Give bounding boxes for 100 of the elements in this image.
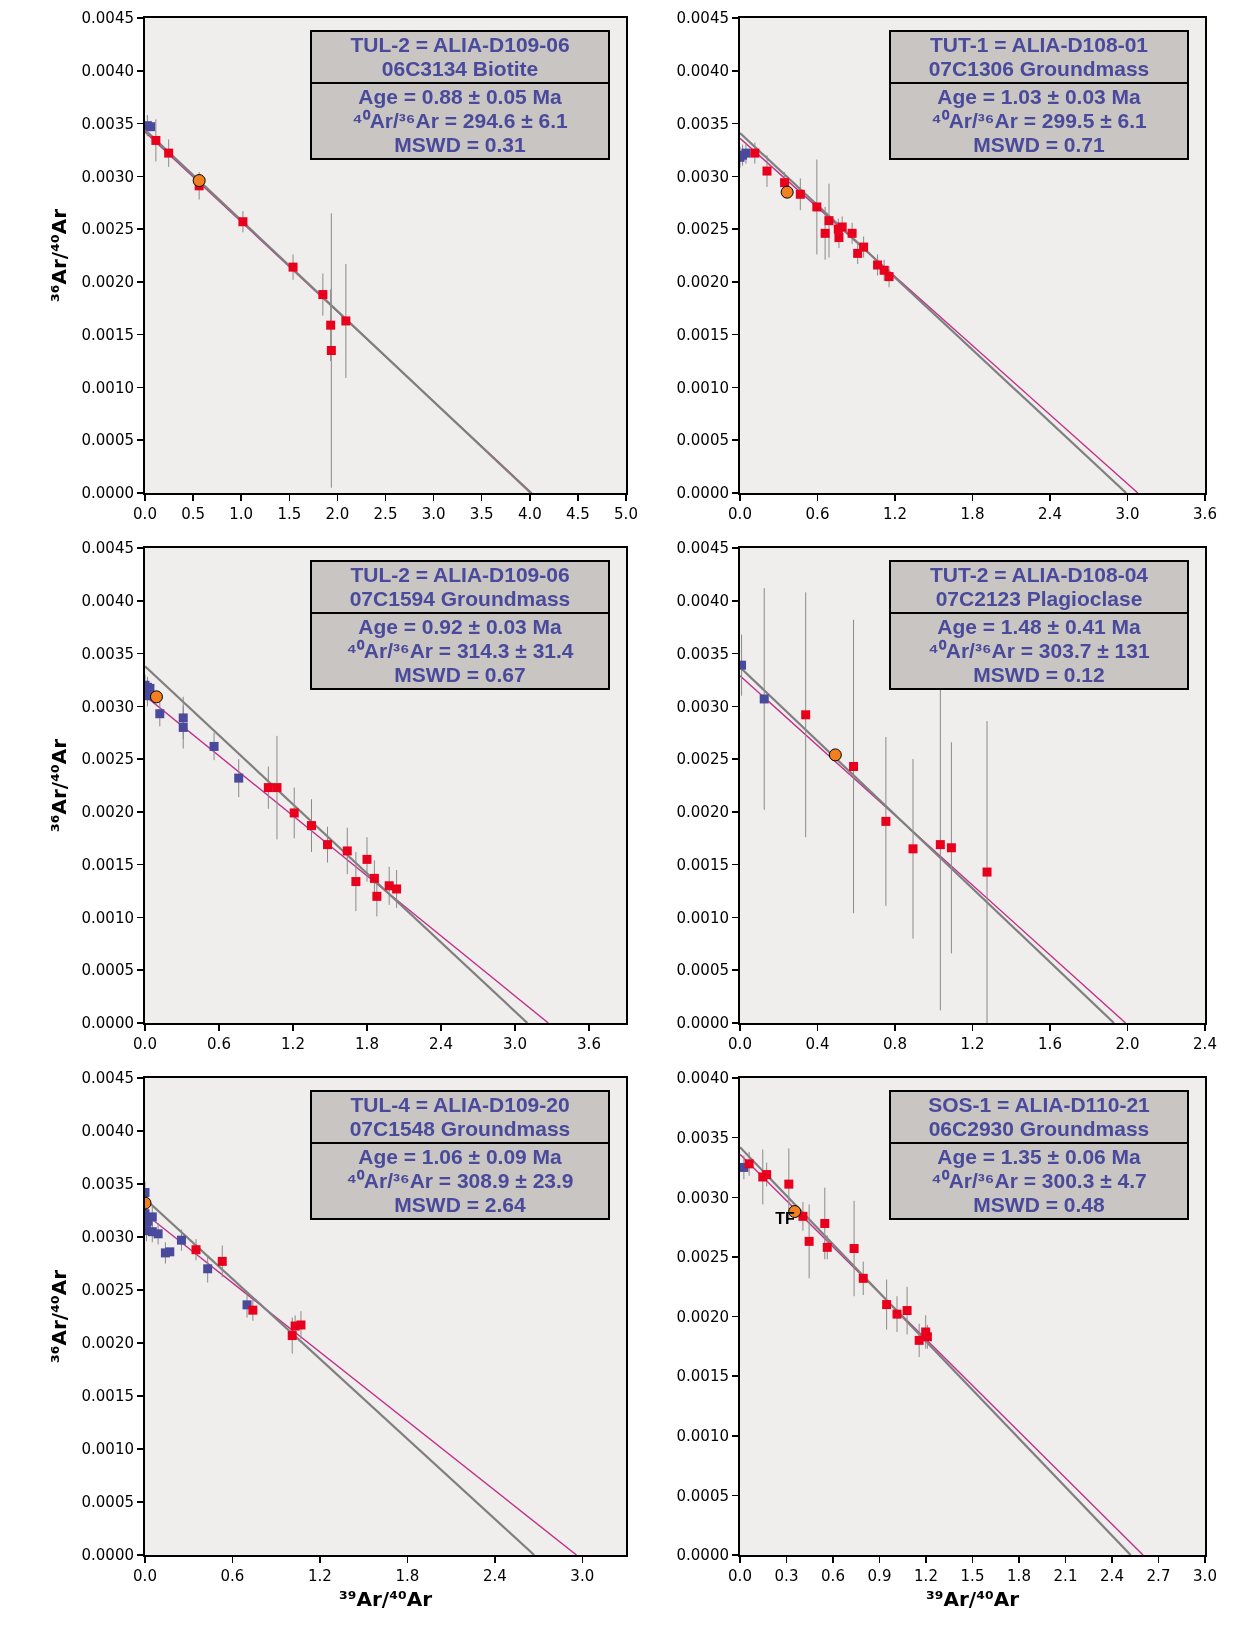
- y-axis-title: ³⁶Ar/⁴⁰Ar: [46, 738, 71, 833]
- label-box: Age = 1.48 ± 0.41 Ma ⁴⁰Ar/³⁶Ar = 303.7 ± 131 MSWD = 0.12: [889, 612, 1189, 690]
- x-tick-label: 2.4: [482, 1567, 507, 1585]
- y-tick-label: 0.0030: [81, 167, 134, 186]
- y-tick-label: 0.0035: [81, 1175, 134, 1194]
- y-tick-label: 0.0030: [676, 697, 729, 716]
- y-axis-title: ³⁶Ar/⁴⁰Ar: [46, 1269, 71, 1364]
- y-tick-label: 0.0000: [81, 484, 134, 503]
- y-tick-label: 0.0020: [81, 803, 134, 822]
- y-tick-label: 0.0005: [81, 1493, 134, 1512]
- x-tick-label: 3.0: [503, 1035, 527, 1053]
- x-tick-label: 0.6: [220, 1567, 245, 1585]
- y-tick-label: 0.0045: [676, 9, 729, 28]
- label-box: SOS-1 = ALIA-D110-21 06C2930 Groundmass: [889, 1090, 1189, 1144]
- y-tick-label: 0.0010: [676, 1427, 729, 1445]
- y-tick-label: 0.0005: [81, 431, 134, 450]
- x-axis-title: ³⁹Ar/⁴⁰Ar: [925, 1587, 1020, 1611]
- y-tick-label: 0.0000: [676, 484, 729, 503]
- x-tick-label: 1.5: [277, 505, 302, 523]
- x-tick-label: 0.0: [728, 1035, 752, 1053]
- y-tick-label: 0.0015: [676, 855, 729, 874]
- x-tick-label: 0.6: [207, 1035, 231, 1053]
- label-box: TUL-2 = ALIA-D109-06 06C3134 Biotite: [310, 30, 610, 84]
- y-tick-label: 0.0010: [81, 1440, 134, 1459]
- x-tick-label: 0.6: [821, 1567, 845, 1585]
- x-tick-label: 1.8: [960, 505, 985, 523]
- x-tick-label: 0.0: [133, 1567, 157, 1585]
- label-box: TUT-2 = ALIA-D108-04 07C2123 Plagioclase: [889, 560, 1189, 614]
- label-box: Age = 0.88 ± 0.05 Ma ⁴⁰Ar/³⁶Ar = 294.6 ± 6.1 MSWD = 0.31: [310, 82, 610, 160]
- y-tick-label: 0.0025: [81, 1281, 134, 1300]
- x-tick-label: 0.0: [728, 1567, 752, 1585]
- x-tick-label: 2.1: [1053, 1567, 1078, 1585]
- x-tick-label: 3.6: [1193, 505, 1217, 523]
- x-tick-label: 1.2: [883, 505, 907, 523]
- y-tick-label: 0.0035: [81, 644, 134, 663]
- x-tick-label: 1.2: [914, 1567, 938, 1585]
- x-tick-label: 0.4: [805, 1035, 830, 1053]
- y-tick-label: 0.0040: [676, 1069, 729, 1088]
- x-tick-label: 1.8: [355, 1035, 379, 1053]
- y-tick-label: 0.0025: [676, 220, 729, 239]
- y-tick-label: 0.0015: [676, 325, 729, 344]
- x-tick-label: 0.0: [728, 505, 752, 523]
- y-tick-label: 0.0035: [676, 1128, 729, 1147]
- y-tick-label: 0.0015: [676, 1367, 729, 1386]
- y-tick-label: 0.0000: [81, 1546, 134, 1565]
- x-tick-label: 2.4: [1038, 505, 1062, 523]
- label-box: TUT-1 = ALIA-D108-01 07C1306 Groundmass: [889, 30, 1189, 84]
- annotation: TF: [775, 1209, 795, 1227]
- x-tick-label: 3.5: [469, 505, 494, 523]
- y-axis-title: ³⁶Ar/⁴⁰Ar: [46, 208, 71, 303]
- x-tick-label: 1.8: [395, 1567, 420, 1585]
- y-tick-label: 0.0025: [81, 220, 134, 239]
- y-tick-label: 0.0020: [676, 1307, 729, 1326]
- y-tick-label: 0.0000: [81, 1014, 134, 1033]
- y-tick-label: 0.0030: [81, 1228, 134, 1247]
- y-tick-label: 0.0035: [676, 644, 729, 663]
- label-box: Age = 0.92 ± 0.03 Ma ⁴⁰Ar/³⁶Ar = 314.3 ± 31.4 MSWD = 0.67: [310, 612, 610, 690]
- y-tick-label: 0.0030: [676, 1188, 729, 1207]
- y-tick-label: 0.0040: [676, 62, 729, 81]
- x-tick-label: 2.4: [429, 1035, 453, 1053]
- x-tick-label: 2.4: [1100, 1567, 1124, 1585]
- x-tick-label: 1.2: [960, 1035, 985, 1053]
- label-box: TUL-2 = ALIA-D109-06 07C1594 Groundmass: [310, 560, 610, 614]
- x-tick-label: 5.0: [614, 505, 638, 523]
- y-tick-label: 0.0040: [81, 592, 134, 611]
- y-tick-label: 0.0040: [676, 592, 729, 611]
- label-box: TUL-4 = ALIA-D109-20 07C1548 Groundmass: [310, 1090, 610, 1144]
- x-tick-label: 3.0: [1115, 505, 1140, 523]
- x-axis-title: ³⁹Ar/⁴⁰Ar: [338, 1587, 433, 1611]
- y-tick-label: 0.0040: [81, 62, 134, 81]
- y-tick-label: 0.0005: [676, 961, 729, 980]
- label-box: Age = 1.35 ± 0.06 Ma ⁴⁰Ar/³⁶Ar = 300.3 ± 4.7 MSWD = 0.48: [889, 1142, 1189, 1220]
- y-tick-label: 0.0020: [676, 273, 729, 292]
- x-tick-label: 0.6: [805, 505, 830, 523]
- y-tick-label: 0.0045: [81, 1069, 134, 1088]
- x-tick-label: 1.2: [281, 1035, 305, 1053]
- x-tick-label: 2.4: [1193, 1035, 1217, 1053]
- y-tick-label: 0.0040: [81, 1122, 134, 1141]
- x-tick-label: 1.0: [229, 505, 254, 523]
- y-tick-label: 0.0015: [81, 855, 134, 874]
- x-tick-label: 2.0: [1115, 1035, 1140, 1053]
- x-tick-label: 0.3: [774, 1567, 799, 1585]
- y-tick-label: 0.0020: [676, 803, 729, 822]
- x-tick-label: 4.5: [565, 505, 590, 523]
- y-tick-label: 0.0020: [81, 273, 134, 292]
- x-tick-label: 0.9: [867, 1567, 892, 1585]
- y-tick-label: 0.0010: [676, 378, 729, 397]
- y-tick-label: 0.0010: [81, 378, 134, 397]
- y-tick-label: 0.0005: [81, 961, 134, 980]
- x-tick-label: 0.5: [181, 505, 206, 523]
- y-tick-label: 0.0020: [81, 1334, 134, 1353]
- y-tick-label: 0.0010: [81, 908, 134, 927]
- x-tick-label: 1.2: [307, 1567, 332, 1585]
- y-tick-label: 0.0030: [81, 697, 134, 716]
- y-tick-label: 0.0025: [676, 1248, 729, 1267]
- x-tick-label: 2.5: [373, 505, 398, 523]
- label-box: Age = 1.06 ± 0.09 Ma ⁴⁰Ar/³⁶Ar = 308.9 ± 23.9 MSWD = 2.64: [310, 1142, 610, 1220]
- x-tick-label: 0.0: [133, 505, 157, 523]
- x-tick-label: 4.0: [517, 505, 542, 523]
- y-tick-label: 0.0045: [676, 539, 729, 558]
